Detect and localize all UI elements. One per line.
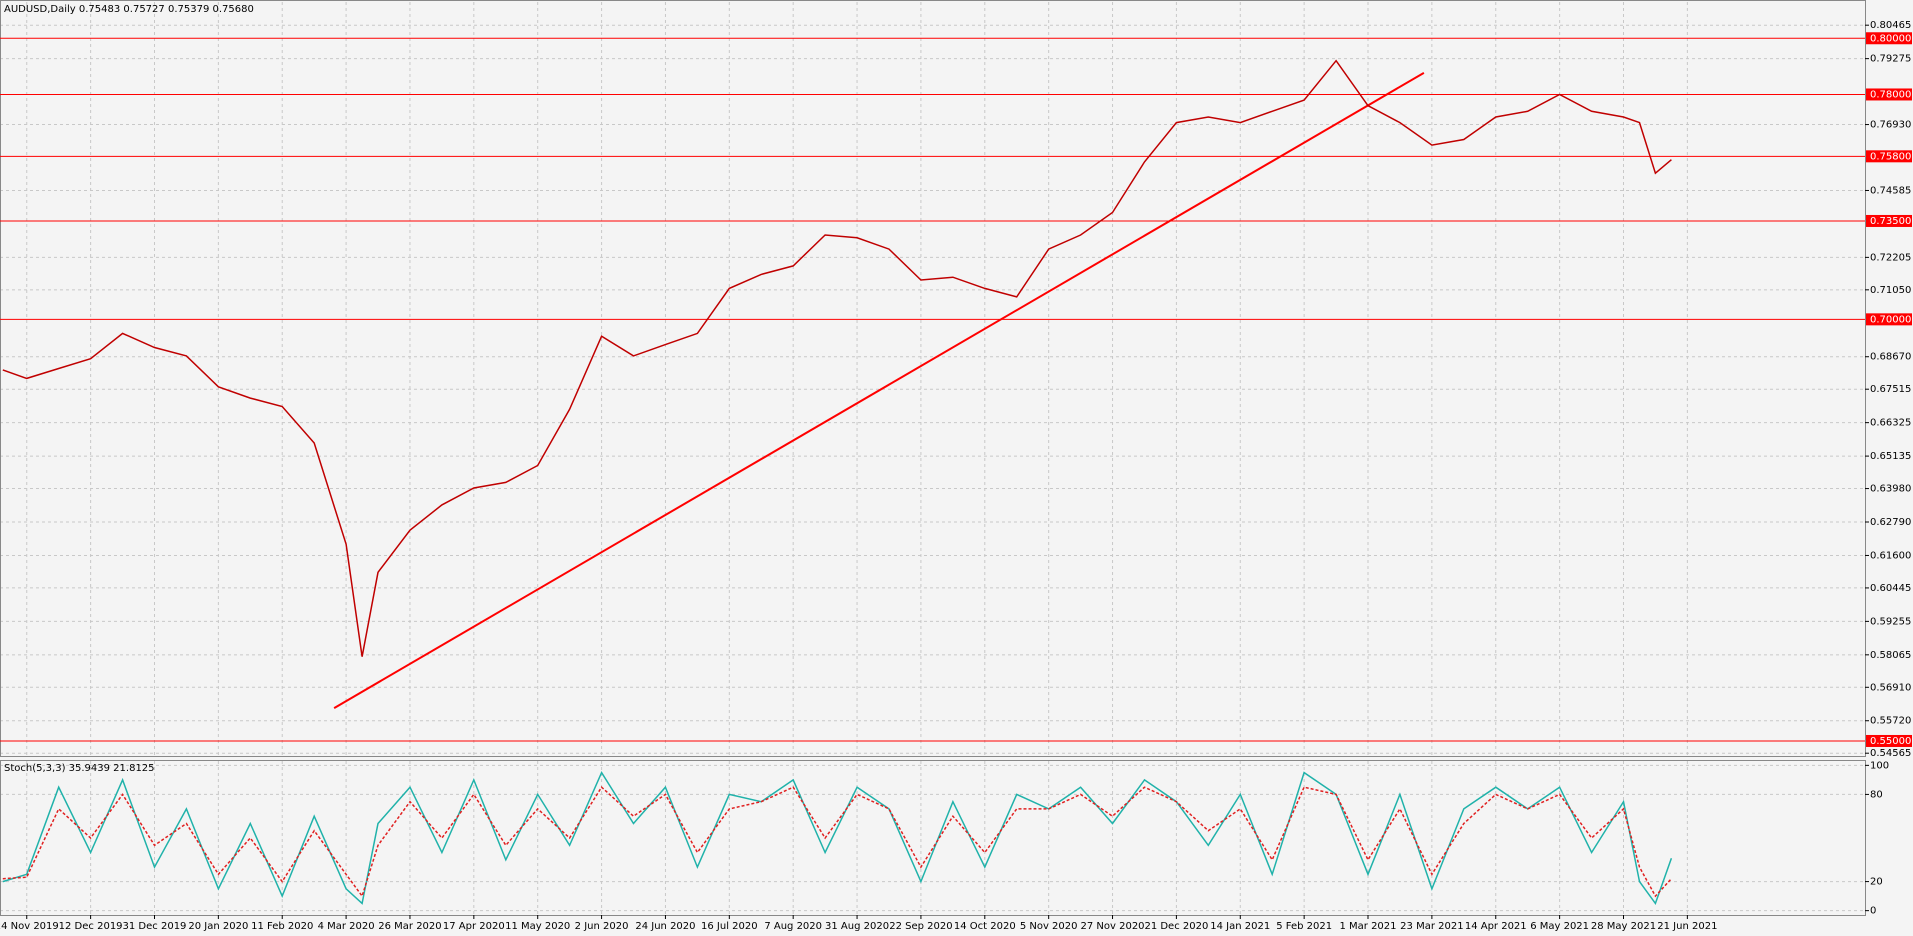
x-tick-label: 20 Jan 2020	[188, 921, 248, 932]
level-label: 0.55000	[1870, 736, 1911, 747]
y-tick-label: 0.62790	[1870, 517, 1911, 528]
x-tick-label: 31 Aug 2020	[825, 921, 889, 932]
y-tick-label: 0.67515	[1870, 384, 1911, 395]
y-tick-label: 0.74585	[1870, 185, 1911, 196]
level-label-box	[1866, 313, 1912, 326]
level-label: 0.80000	[1870, 33, 1911, 44]
x-tick-label: 11 Feb 2020	[251, 921, 313, 932]
y-tick-label: 100	[1870, 760, 1889, 771]
level-label-box	[1866, 734, 1912, 747]
x-tick-label: 31 Dec 2019	[123, 921, 187, 932]
x-tick-label: 12 Dec 2019	[59, 921, 123, 932]
x-tick-label: 21 Jun 2021	[1657, 921, 1717, 932]
indicator-title: Stoch(5,3,3) 35.9439 21.8125	[4, 763, 155, 774]
x-tick-label: 14 Apr 2021	[1465, 921, 1527, 932]
y-tick-label: 0.80465	[1870, 20, 1911, 31]
level-label: 0.70000	[1870, 314, 1911, 325]
level-label-box	[1866, 88, 1912, 101]
series-line	[2, 786, 1672, 898]
y-tick-label: 0.76930	[1870, 120, 1911, 131]
x-tick-label: 27 Nov 2020	[1081, 921, 1145, 932]
x-tick-label: 1 Mar 2021	[1339, 921, 1396, 932]
y-tick-label: 0.66325	[1870, 418, 1911, 429]
y-tick-label: 0.56910	[1870, 682, 1911, 693]
x-tick-label: 11 May 2020	[505, 921, 570, 932]
x-tick-label: 24 Nov 2019	[0, 921, 59, 932]
level-label-box	[1866, 32, 1912, 45]
level-label: 0.78000	[1870, 89, 1911, 100]
x-tick-label: 17 Apr 2020	[443, 921, 505, 932]
y-tick-label: 0.68670	[1870, 352, 1911, 363]
x-tick-label: 14 Jan 2021	[1210, 921, 1270, 932]
y-tick-label: 0.72205	[1870, 252, 1911, 263]
stoch-frame	[0, 760, 1866, 916]
y-tick-label: 0.71050	[1870, 285, 1911, 296]
y-tick-label: 0.61600	[1870, 550, 1911, 561]
y-tick-label: 0.59255	[1870, 616, 1911, 627]
x-tick-label: 28 May 2021	[1591, 921, 1656, 932]
level-label-box	[1866, 150, 1912, 163]
series-line	[2, 771, 1673, 905]
y-tick-label: 0.55720	[1870, 716, 1911, 727]
x-tick-label: 16 Jul 2020	[701, 921, 758, 932]
y-tick-label: 0.65135	[1870, 451, 1911, 462]
x-tick-label: 24 Jun 2020	[635, 921, 695, 932]
level-label: 0.73500	[1870, 216, 1911, 227]
x-tick-label: 5 Nov 2020	[1020, 921, 1078, 932]
level-label-box	[1866, 214, 1912, 227]
x-tick-label: 6 May 2021	[1530, 921, 1589, 932]
y-tick-label: 0.63980	[1870, 484, 1911, 495]
x-tick-label: 7 Aug 2020	[764, 921, 822, 932]
price-frame	[0, 0, 1866, 757]
y-tick-label: 20	[1870, 877, 1883, 888]
trendline	[333, 71, 1425, 709]
x-tick-label: 22 Sep 2020	[889, 921, 952, 932]
x-tick-label: 2 Jun 2020	[575, 921, 629, 932]
x-tick-label: 4 Mar 2020	[318, 921, 375, 932]
y-tick-label: 0.58065	[1870, 650, 1911, 661]
x-tick-label: 14 Oct 2020	[954, 921, 1016, 932]
series-line	[2, 59, 1672, 657]
x-tick-label: 21 Dec 2020	[1144, 921, 1208, 932]
x-tick-label: 26 Mar 2020	[378, 921, 441, 932]
chart-title: AUDUSD,Daily 0.75483 0.75727 0.75379 0.7…	[4, 4, 254, 15]
x-tick-label: 5 Feb 2021	[1276, 921, 1332, 932]
x-tick-label: 23 Mar 2021	[1400, 921, 1463, 932]
level-label: 0.75800	[1870, 151, 1911, 162]
y-tick-label: 0	[1870, 906, 1876, 917]
y-tick-label: 0.54565	[1870, 748, 1911, 759]
y-tick-label: 0.60445	[1870, 583, 1911, 594]
y-tick-label: 0.79275	[1870, 54, 1911, 65]
y-tick-label: 80	[1870, 789, 1883, 800]
